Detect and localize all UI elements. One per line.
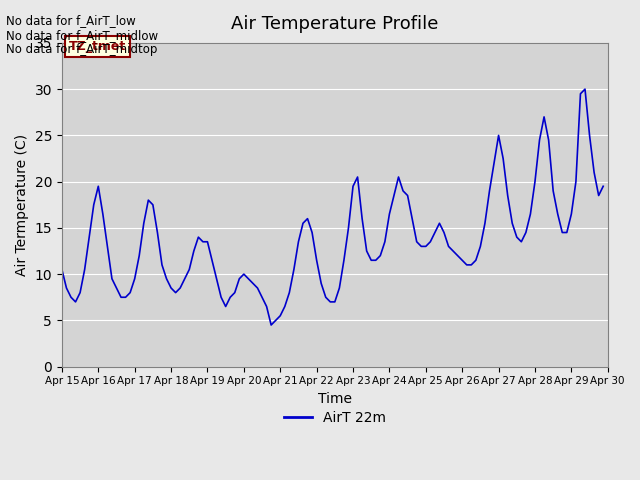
Text: No data for f_AirT_midtop: No data for f_AirT_midtop — [6, 43, 158, 56]
Y-axis label: Air Termperature (C): Air Termperature (C) — [15, 134, 29, 276]
Text: No data for f_AirT_midlow: No data for f_AirT_midlow — [6, 29, 159, 42]
Legend: AirT 22m: AirT 22m — [278, 406, 391, 431]
Title: Air Temperature Profile: Air Temperature Profile — [231, 15, 438, 33]
X-axis label: Time: Time — [318, 392, 352, 406]
Text: No data for f_AirT_low: No data for f_AirT_low — [6, 14, 136, 27]
Text: TZ_tmet: TZ_tmet — [69, 40, 126, 53]
